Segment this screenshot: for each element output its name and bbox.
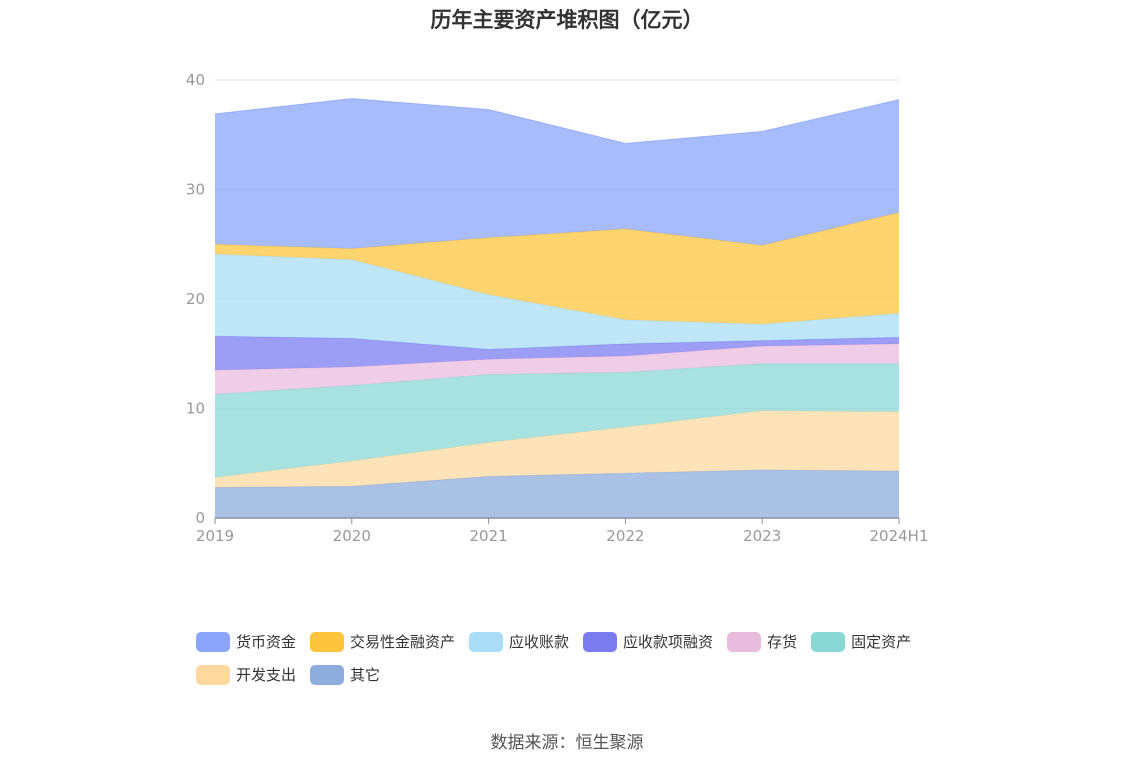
legend-label: 应收款项融资 [623,633,714,651]
legend-item[interactable]: 固定资产 [811,630,911,653]
legend-label: 固定资产 [851,633,912,651]
y-tick-label: 0 [195,509,205,527]
legend-item[interactable]: 其它 [310,663,380,686]
legend-item[interactable]: 存货 [727,630,797,653]
legend-label: 货币资金 [236,633,297,651]
data-source: 数据来源：恒生聚源 [490,733,644,753]
area-series [215,469,899,518]
legend-item[interactable]: 开发支出 [196,663,296,686]
area-series [215,363,899,478]
legend-swatch [583,631,618,652]
area-series [215,254,899,350]
legend-swatch [196,631,230,652]
legend-label: 其它 [350,666,381,684]
legend-swatch [469,631,504,652]
area-series [215,98,899,249]
x-tick-label: 2024H1 [870,527,929,545]
area-series [215,212,899,325]
area-series-line [214,98,900,145]
legend-swatch [310,664,345,685]
legend-item[interactable]: 应收账款 [469,630,569,653]
y-tick-label: 10 [186,400,205,418]
legend-item[interactable]: 应收款项融资 [583,630,713,653]
legend-label: 存货 [767,633,798,651]
legend-item[interactable]: 交易性金融资产 [310,630,455,653]
legend-swatch [310,631,345,652]
y-tick-label: 20 [186,290,205,308]
y-tick-label: 40 [186,71,205,89]
x-tick-label: 2019 [196,527,234,545]
legend-swatch [727,631,762,652]
area-series [215,343,899,395]
x-tick-label: 2022 [606,527,644,545]
x-tick-label: 2023 [743,527,781,545]
chart-title: 历年主要资产堆积图（亿元） [430,8,704,32]
area-series [215,336,899,371]
legend-label: 应收账款 [509,633,570,651]
legend-swatch [811,631,846,652]
legend-label: 开发支出 [236,666,297,684]
chart-legend: 货币资金 交易性金融资产 应收账款 应收款项融资 存货 固定资产开发支出 其它 [196,630,956,686]
legend-swatch [196,664,230,685]
y-tick-label: 30 [186,181,205,199]
legend-label: 交易性金融资产 [350,633,456,651]
x-tick-label: 2021 [470,527,508,545]
legend-item[interactable]: 货币资金 [196,630,296,653]
x-tick-label: 2020 [333,527,371,545]
area-series [215,410,899,488]
